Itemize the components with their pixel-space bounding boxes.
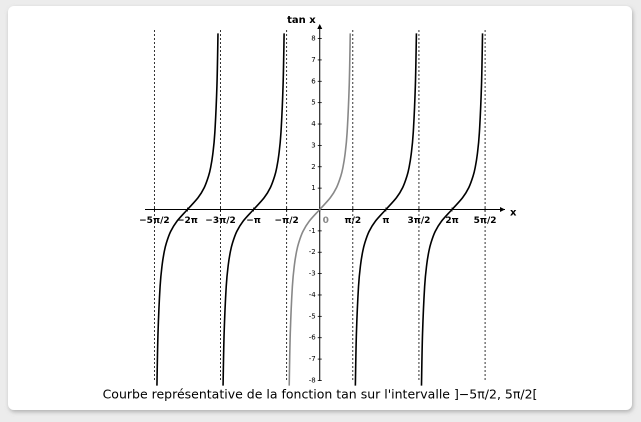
x-tick-label: π xyxy=(382,216,389,226)
x-tick-label: −π/2 xyxy=(275,216,299,226)
y-tick-label: 5 xyxy=(311,99,315,107)
x-tick-label: π/2 xyxy=(344,216,361,226)
caption: Courbe représentative de la fonction tan… xyxy=(103,387,538,402)
x-tick-label: 0 xyxy=(323,216,329,226)
x-tick-label: −2π xyxy=(177,216,198,226)
x-tick-label: 2π xyxy=(445,216,458,226)
y-tick-label: -7 xyxy=(309,355,316,363)
tan-curve xyxy=(420,33,484,386)
y-tick-label: 8 xyxy=(311,35,315,43)
tan-curve xyxy=(222,33,285,386)
y-axis-arrow xyxy=(317,24,323,29)
y-tick-label: 7 xyxy=(311,56,315,64)
y-tick-label: 1 xyxy=(311,184,315,192)
y-tick-label: -1 xyxy=(309,227,316,235)
y-tick-label: -2 xyxy=(309,248,316,256)
tan-curve xyxy=(288,33,352,386)
x-tick-label: −π xyxy=(246,216,261,226)
y-axis-label: tan x xyxy=(287,15,316,26)
y-tick-label: -4 xyxy=(309,291,317,299)
y-tick-label: 4 xyxy=(311,120,316,128)
tan-curve xyxy=(354,33,418,386)
x-tick-label: 3π/2 xyxy=(407,216,430,226)
x-axis-label: x xyxy=(510,208,517,219)
y-tick-label: -8 xyxy=(309,376,316,384)
x-tick-label: 5π/2 xyxy=(474,216,497,226)
y-tick-label: 3 xyxy=(311,141,315,149)
y-tick-label: 6 xyxy=(311,77,316,85)
x-tick-label: −5π/2 xyxy=(139,216,169,226)
tan-curve xyxy=(156,33,219,386)
y-tick-label: -6 xyxy=(309,334,317,342)
y-tick-label: 2 xyxy=(311,163,315,171)
y-tick-label: -5 xyxy=(309,312,316,320)
y-tick-label: -3 xyxy=(309,270,316,278)
x-tick-label: −3π/2 xyxy=(205,216,235,226)
x-axis-arrow xyxy=(500,207,505,212)
